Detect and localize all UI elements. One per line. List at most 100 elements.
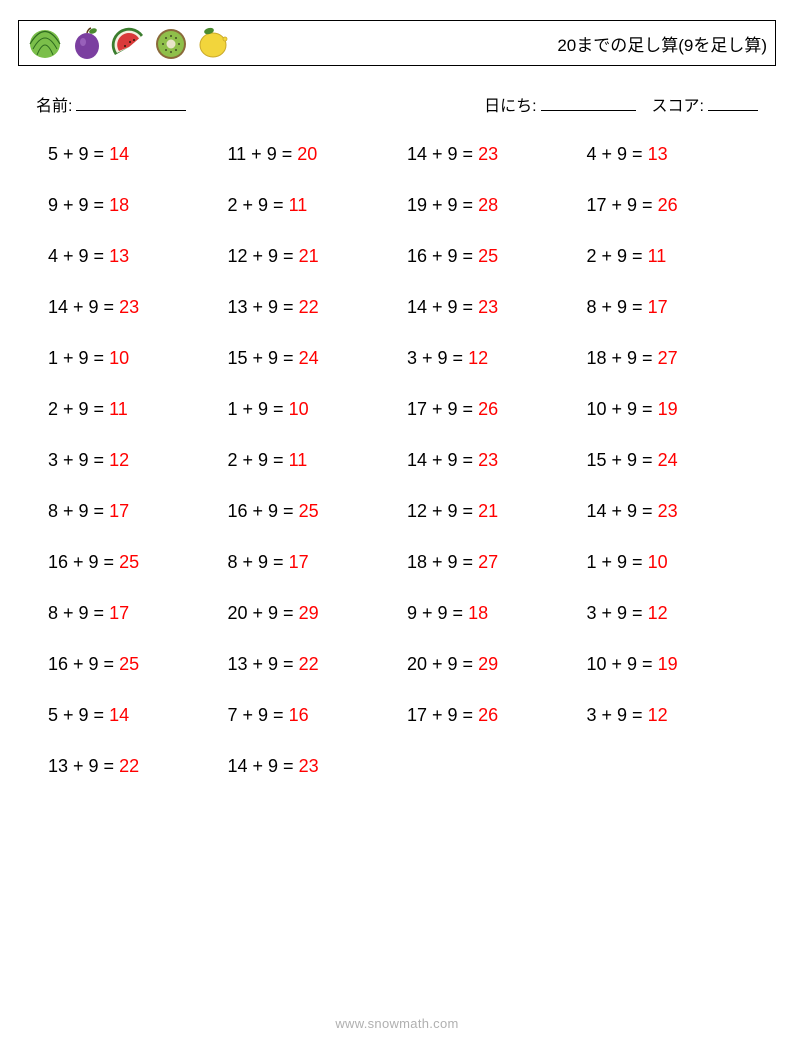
problem-cell: 20 + 9 = 29	[228, 603, 408, 624]
problem-answer: 27	[658, 348, 678, 368]
problem-answer: 23	[119, 297, 139, 317]
problem-answer: 13	[109, 246, 129, 266]
problem-cell: 17 + 9 = 26	[587, 195, 767, 216]
problem-expression: 20 + 9 =	[407, 654, 478, 674]
problem-cell: 1 + 9 = 10	[228, 399, 408, 420]
problem-expression: 14 + 9 =	[48, 297, 119, 317]
problem-expression: 17 + 9 =	[407, 399, 478, 419]
name-blank[interactable]	[76, 97, 186, 111]
problem-expression: 2 + 9 =	[228, 450, 289, 470]
problem-answer: 10	[648, 552, 668, 572]
problem-expression: 2 + 9 =	[228, 195, 289, 215]
problem-expression: 14 + 9 =	[407, 144, 478, 164]
problem-expression: 16 + 9 =	[48, 654, 119, 674]
problem-answer: 17	[289, 552, 309, 572]
problem-cell: 3 + 9 = 12	[407, 348, 587, 369]
problem-cell: 13 + 9 = 22	[48, 756, 228, 777]
problem-expression: 15 + 9 =	[587, 450, 658, 470]
problem-cell: 8 + 9 = 17	[228, 552, 408, 573]
problem-expression: 19 + 9 =	[407, 195, 478, 215]
worksheet-title: 20までの足し算(9を足し算)	[557, 31, 767, 56]
problem-answer: 12	[648, 705, 668, 725]
problem-expression: 15 + 9 =	[228, 348, 299, 368]
problem-expression: 10 + 9 =	[587, 654, 658, 674]
problem-cell: 12 + 9 = 21	[407, 501, 587, 522]
problem-expression: 10 + 9 =	[587, 399, 658, 419]
problem-cell: 13 + 9 = 22	[228, 297, 408, 318]
problem-answer: 11	[289, 195, 308, 215]
problem-answer: 18	[468, 603, 488, 623]
problem-cell: 8 + 9 = 17	[48, 603, 228, 624]
problem-expression: 14 + 9 =	[228, 756, 299, 776]
problem-answer: 10	[289, 399, 309, 419]
problem-cell: 16 + 9 = 25	[407, 246, 587, 267]
footer-url: www.snowmath.com	[0, 1016, 794, 1031]
fruit-icon-row	[27, 25, 231, 61]
problem-cell: 14 + 9 = 23	[228, 756, 408, 777]
problem-answer: 17	[109, 501, 129, 521]
problem-expression: 13 + 9 =	[228, 297, 299, 317]
problem-answer: 23	[478, 297, 498, 317]
problem-answer: 22	[299, 297, 319, 317]
problem-answer: 23	[478, 450, 498, 470]
kiwi-icon	[153, 25, 189, 61]
problem-expression: 1 + 9 =	[228, 399, 289, 419]
problem-cell: 16 + 9 = 25	[228, 501, 408, 522]
problem-cell: 2 + 9 = 11	[587, 246, 767, 267]
problem-answer: 17	[648, 297, 668, 317]
problem-answer: 24	[658, 450, 678, 470]
problem-expression: 16 + 9 =	[407, 246, 478, 266]
problem-expression: 14 + 9 =	[407, 450, 478, 470]
problem-expression: 2 + 9 =	[587, 246, 648, 266]
problem-expression: 9 + 9 =	[407, 603, 468, 623]
problem-answer: 26	[478, 399, 498, 419]
problem-answer: 23	[478, 144, 498, 164]
problem-expression: 3 + 9 =	[407, 348, 468, 368]
problem-answer: 27	[478, 552, 498, 572]
problem-answer: 23	[299, 756, 319, 776]
problem-answer: 25	[478, 246, 498, 266]
problem-cell: 12 + 9 = 21	[228, 246, 408, 267]
score-blank[interactable]	[708, 97, 758, 111]
problem-answer: 25	[119, 654, 139, 674]
problem-answer: 25	[119, 552, 139, 572]
problem-cell: 3 + 9 = 12	[587, 705, 767, 726]
problem-answer: 19	[658, 399, 678, 419]
problem-expression: 13 + 9 =	[228, 654, 299, 674]
problem-expression: 5 + 9 =	[48, 144, 109, 164]
problem-cell: 1 + 9 = 10	[587, 552, 767, 573]
problem-expression: 9 + 9 =	[48, 195, 109, 215]
date-blank[interactable]	[541, 97, 636, 111]
problem-cell: 14 + 9 = 23	[407, 144, 587, 165]
problem-cell: 16 + 9 = 25	[48, 552, 228, 573]
watermelon-slice-icon	[111, 25, 147, 61]
problem-cell: 20 + 9 = 29	[407, 654, 587, 675]
problem-answer: 19	[658, 654, 678, 674]
problem-cell: 16 + 9 = 25	[48, 654, 228, 675]
problem-cell: 14 + 9 = 23	[48, 297, 228, 318]
plum-icon	[69, 25, 105, 61]
problem-answer: 11	[109, 399, 128, 419]
problem-cell: 9 + 9 = 18	[407, 603, 587, 624]
problem-expression: 17 + 9 =	[407, 705, 478, 725]
problem-expression: 16 + 9 =	[228, 501, 299, 521]
problem-cell: 1 + 9 = 10	[48, 348, 228, 369]
problem-expression: 18 + 9 =	[407, 552, 478, 572]
problem-expression: 14 + 9 =	[407, 297, 478, 317]
problem-expression: 3 + 9 =	[587, 603, 648, 623]
problem-answer: 16	[289, 705, 309, 725]
problem-expression: 18 + 9 =	[587, 348, 658, 368]
problem-cell: 17 + 9 = 26	[407, 399, 587, 420]
problem-answer: 10	[109, 348, 129, 368]
problem-cell: 9 + 9 = 18	[48, 195, 228, 216]
problem-cell: 3 + 9 = 12	[48, 450, 228, 471]
problem-answer: 17	[109, 603, 129, 623]
problem-answer: 26	[658, 195, 678, 215]
problem-expression: 7 + 9 =	[228, 705, 289, 725]
problem-answer: 12	[109, 450, 129, 470]
lemon-icon	[195, 25, 231, 61]
problem-answer: 22	[119, 756, 139, 776]
problem-answer: 11	[289, 450, 308, 470]
problem-cell: 15 + 9 = 24	[228, 348, 408, 369]
problem-cell	[407, 756, 587, 777]
